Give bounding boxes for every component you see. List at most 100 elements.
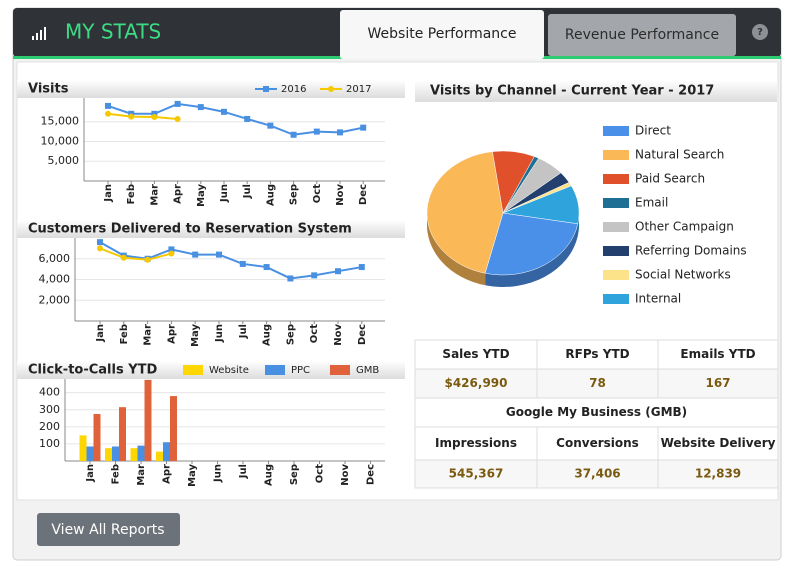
point [97,245,103,252]
x-tick-label: Jan [85,464,96,483]
cell-text: RFPs YTD [565,347,629,361]
slice [502,185,580,225]
legend-swatch [603,150,629,160]
table-cell [414,368,538,399]
x-tick-label: Jul [238,324,249,339]
y-tick-label: 100 [39,437,60,450]
bar [137,445,145,461]
y-tick-label: 10,000 [41,134,80,147]
x-tick-label: Jan [95,324,106,343]
bar [86,446,94,461]
legend-label: Paid Search [635,172,705,186]
chart-title: Click-to-Calls YTD [28,363,158,378]
point [120,254,127,261]
point [105,110,111,117]
legend-marker [263,86,269,92]
table-cell [414,397,779,428]
point [335,268,341,275]
legend-swatch [603,222,629,232]
point [263,264,270,271]
bar [163,442,170,461]
x-tick-label: May [190,324,201,347]
bar [119,407,126,461]
table-cell [414,339,538,370]
x-tick-label: Mar [136,464,147,486]
legend-swatch [330,365,350,375]
table-cell [657,459,779,489]
x-tick-label: Apr [173,184,184,204]
table-cell [536,339,659,370]
point [192,251,199,258]
x-tick-label: Oct [315,464,326,483]
cell-text: 37,406 [574,467,620,481]
point [144,256,151,263]
y-tick-label: 15,000 [41,115,80,128]
bar [112,446,119,461]
x-tick-label: Jul [242,184,253,199]
x-tick-label: Oct [312,184,323,203]
bar [156,451,163,461]
y-tick-label: 400 [39,386,60,399]
point [174,115,181,122]
title-bar [17,80,405,98]
signal-icon [32,27,46,40]
legend-label: Natural Search [635,148,724,162]
legend-swatch [603,270,629,280]
series-line [107,102,364,136]
x-tick-label: Dec [366,464,377,485]
x-tick-label: Feb [111,464,122,484]
point [216,251,222,258]
x-tick-label: May [196,184,207,207]
legend-label: Other Campaign [635,220,734,234]
cell-text: Google My Business (GMB) [506,405,687,419]
point [337,129,343,136]
tab-active[interactable] [340,10,544,59]
legend-label: GMB [356,365,379,376]
legend-label: Email [635,196,668,210]
x-tick-label: Jun [214,324,225,343]
legend-label: 2016 [281,84,306,95]
legend-label: Social Networks [635,268,731,282]
point [174,100,181,107]
x-tick-label: Feb [126,184,137,204]
cell-text: 545,367 [449,467,504,481]
legend-label: Referring Domains [635,244,747,258]
cell-text: Conversions [556,436,639,450]
x-tick-label: Oct [309,324,320,343]
title-bar [17,361,405,379]
point [151,110,158,117]
legend-swatch [603,174,629,184]
tab[interactable] [548,14,736,56]
series-line [99,241,362,280]
point [221,108,227,115]
title-bar [415,80,777,102]
cell-text: Emails YTD [680,347,755,361]
help-icon[interactable] [752,24,768,40]
x-tick-label: Jul [238,464,249,479]
cell-text: Website Delivery [661,436,776,450]
help-label[interactable]: ? [757,27,763,38]
point [360,124,367,131]
view-reports-button[interactable] [37,513,180,546]
legend-label: Direct [635,124,671,138]
x-tick-label: Aug [264,464,275,486]
legend-marker [328,86,334,92]
tab-label[interactable]: Website Performance [368,26,517,42]
bar [170,396,177,461]
chart-title: Visits [28,82,69,97]
x-tick-label: Sep [289,184,300,205]
button-label[interactable]: View All Reports [51,522,164,538]
legend-label: 2017 [346,84,371,95]
legend-swatch [603,198,629,208]
cell-text: 78 [589,376,606,390]
x-tick-label: Aug [262,324,273,346]
point [358,264,365,271]
point [313,128,320,135]
point [267,122,274,129]
tab-label[interactable]: Revenue Performance [565,27,719,43]
series-line [99,247,172,261]
series-line [107,112,178,120]
x-tick-label: Jan [103,184,114,203]
x-tick-label: Nov [335,184,346,206]
point [287,275,294,282]
